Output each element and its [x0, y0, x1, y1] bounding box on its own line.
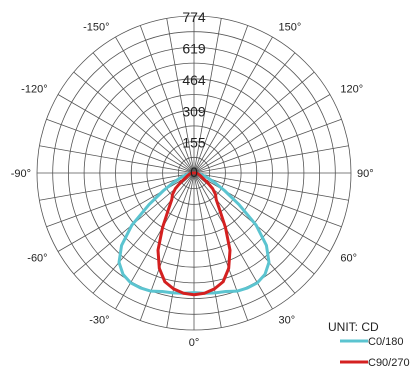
grid-spoke: [193, 172, 273, 310]
legend-label: C90/270: [368, 357, 410, 369]
grid-spoke: [166, 18, 195, 174]
grid-spoke: [193, 145, 349, 174]
grid-spoke: [193, 18, 222, 174]
radial-tick-label: 464: [182, 72, 206, 88]
radial-tick-labels: 774 619 464 309 155 0: [182, 9, 206, 180]
angle-tick-label: -120°: [21, 84, 47, 96]
grid-spoke: [193, 52, 296, 174]
grid-spoke: [193, 25, 249, 174]
angle-tick-label: -90°: [11, 168, 31, 180]
grid-spoke: [193, 94, 331, 174]
grid-spoke: [115, 36, 195, 174]
grid-spoke: [92, 52, 195, 174]
angle-tick-label: 0°: [189, 337, 200, 349]
radial-tick-label: 619: [182, 40, 206, 56]
grid-spoke: [92, 172, 195, 294]
grid-spoke: [46, 118, 195, 174]
grid-spoke: [139, 25, 195, 174]
grid-spoke: [193, 36, 273, 174]
angle-tick-labels: 0° 30° 60° 90° 120° 150° -150° -120° -90° -60° -30…: [11, 22, 374, 349]
grid-spoke: [115, 172, 195, 310]
grid-spoke: [193, 172, 331, 252]
angle-tick-label: 120°: [340, 84, 363, 96]
grid-spoke: [193, 172, 222, 328]
grid-spoke: [193, 118, 342, 174]
angle-tick-label: -150°: [83, 22, 109, 34]
radial-tick-label: 0: [190, 164, 198, 180]
grid-spoke: [139, 172, 195, 321]
grid-spoke: [46, 172, 195, 228]
series-curve: [156, 171, 232, 297]
grid-spoke: [193, 172, 349, 201]
angle-tick-label: 60°: [340, 253, 357, 265]
series-curve: [117, 171, 271, 295]
angle-tick-label: -30°: [89, 314, 109, 326]
radial-tick-label: 309: [182, 103, 206, 119]
angle-tick-label: 90°: [357, 168, 374, 180]
radial-tick-label: 774: [182, 9, 206, 25]
grid-spoke: [39, 172, 195, 201]
grid-spoke: [73, 71, 195, 174]
angle-tick-label: -60°: [27, 253, 47, 265]
grid-spoke: [57, 172, 195, 252]
curves: [117, 171, 271, 297]
legend: C0/180 C90/270: [340, 336, 410, 369]
angle-tick-label: 30°: [279, 314, 296, 326]
unit-label: UNIT: CD: [328, 320, 379, 334]
grid-spoke: [57, 94, 195, 174]
radial-tick-label: 155: [182, 135, 206, 151]
grid-spoke: [39, 145, 195, 174]
angle-tick-label: 150°: [279, 22, 302, 34]
grid-spoke: [193, 172, 342, 228]
grid-spoke: [193, 71, 315, 174]
grid-spoke: [193, 172, 249, 321]
grid-spoke: [193, 172, 296, 294]
grid-spoke: [166, 172, 195, 328]
legend-label: C0/180: [368, 336, 403, 348]
